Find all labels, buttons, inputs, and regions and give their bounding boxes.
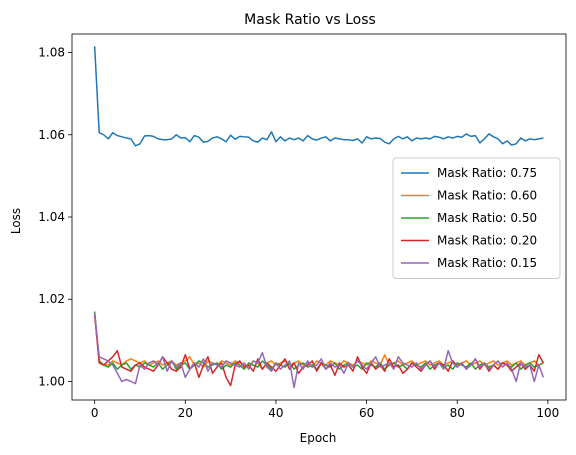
legend-entry: Mask Ratio: 0.50: [437, 211, 537, 225]
y-axis-ticks: 1.00 1.02 1.04 1.06 1.08: [38, 46, 72, 388]
series-line-0: [93, 46, 544, 147]
x-axis-label: Epoch: [300, 431, 337, 445]
series-line-4: [93, 313, 545, 389]
legend-entry: Mask Ratio: 0.75: [437, 166, 537, 180]
x-tick-label: 100: [536, 406, 559, 420]
x-tick-label: 20: [178, 406, 193, 420]
series-lines: [93, 46, 545, 389]
x-tick-label: 60: [359, 406, 374, 420]
legend-entry: Mask Ratio: 0.20: [437, 234, 537, 248]
x-axis-ticks: 0 20 40 60 80 100: [91, 400, 559, 420]
y-tick-label: 1.04: [38, 210, 65, 224]
y-axis-label: Loss: [9, 208, 23, 234]
plot-frame: [71, 33, 567, 401]
legend-box: [392, 157, 561, 279]
chart-title: Mask Ratio vs Loss: [244, 12, 376, 28]
y-tick-label: 1.08: [38, 46, 65, 60]
x-tick-label: 0: [91, 406, 99, 420]
y-tick-label: 1.06: [38, 128, 65, 142]
y-tick-label: 1.00: [38, 374, 65, 388]
y-tick-label: 1.02: [38, 292, 65, 306]
legend: Mask Ratio: 0.75 Mask Ratio: 0.60 Mask Rat…: [392, 157, 561, 279]
x-tick-label: 80: [450, 406, 465, 420]
legend-entry: Mask Ratio: 0.15: [437, 256, 537, 270]
legend-entry: Mask Ratio: 0.60: [437, 189, 537, 203]
x-tick-label: 40: [268, 406, 283, 420]
